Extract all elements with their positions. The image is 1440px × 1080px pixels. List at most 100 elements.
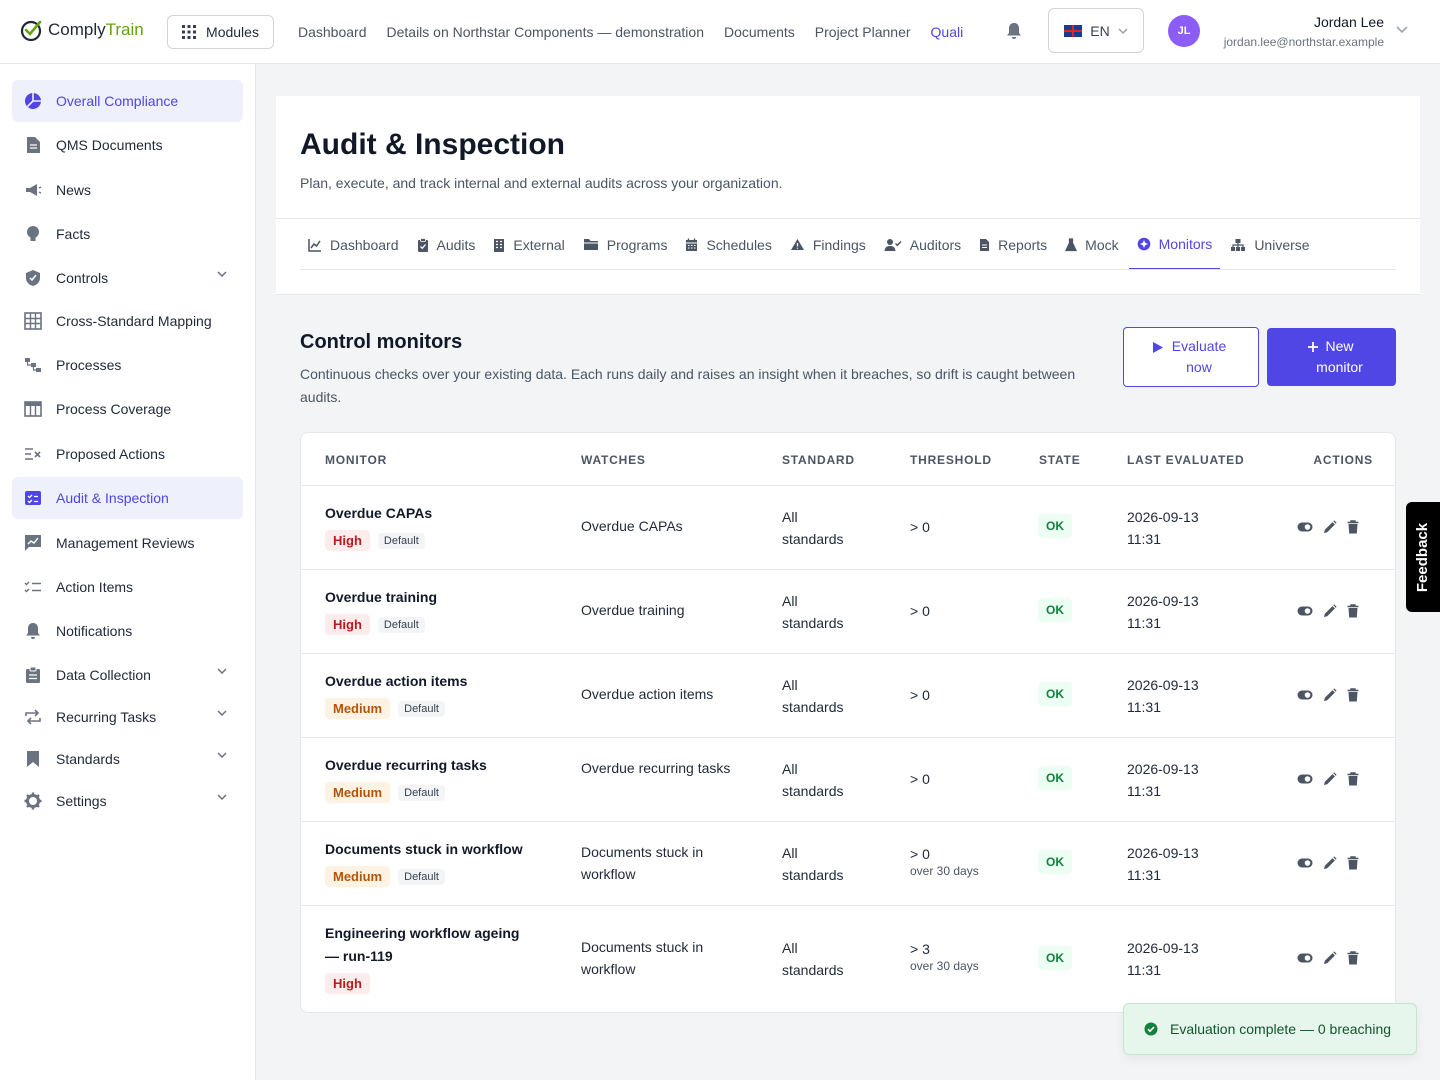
tab-monitors[interactable]: Monitors — [1128, 219, 1221, 270]
chevron-down-icon — [217, 668, 227, 674]
table-row[interactable]: Documents stuck in workflow Medium Defaul… — [301, 822, 1395, 906]
table-row[interactable]: Overdue recurring tasks Medium Default Ov… — [301, 738, 1395, 822]
sidebar-item-management-reviews[interactable]: Management Reviews — [12, 522, 243, 564]
sidebar-item-qms-documents[interactable]: QMS Documents — [12, 124, 243, 166]
toggle-icon[interactable] — [1297, 774, 1313, 784]
toggle-icon[interactable] — [1297, 606, 1313, 616]
monitor-name[interactable]: Overdue action items — [325, 673, 468, 689]
toggle-icon[interactable] — [1297, 953, 1313, 963]
sidebar-item-cross-standard-mapping[interactable]: Cross-Standard Mapping — [12, 300, 243, 342]
status-badge: OK — [1038, 946, 1072, 970]
topnav-documents[interactable]: Documents — [723, 24, 795, 40]
default-badge: Default — [398, 784, 445, 801]
brand-logo[interactable]: ComplyTrain — [20, 18, 144, 42]
sidebar-item-processes[interactable]: Processes — [12, 344, 243, 386]
sidebar-item-overall-compliance[interactable]: Overall Compliance — [12, 80, 243, 122]
sidebar-item-label: Settings — [56, 793, 107, 809]
trash-icon[interactable] — [1347, 604, 1359, 618]
topnav-details[interactable]: Details on Northstar Components — demons… — [386, 24, 704, 40]
edit-pencil-icon[interactable] — [1323, 772, 1337, 786]
last-evaluated-date: 2026-09-13 — [1127, 677, 1199, 693]
sidebar-item-data-collection[interactable]: Data Collection — [12, 654, 243, 696]
edit-pencil-icon[interactable] — [1323, 951, 1337, 965]
last-evaluated-time: 11:31 — [1127, 783, 1161, 799]
trash-icon[interactable] — [1347, 951, 1359, 965]
trash-icon[interactable] — [1347, 688, 1359, 702]
toggle-icon[interactable] — [1297, 690, 1313, 700]
tab-findings[interactable]: Findings — [782, 219, 874, 270]
check-circle-icon — [1144, 1022, 1158, 1036]
modules-button[interactable]: Modules — [167, 15, 274, 49]
flow-icon — [24, 356, 42, 374]
tab-dashboard[interactable]: Dashboard — [300, 219, 407, 270]
monitor-badge-icon — [1137, 237, 1150, 250]
brand-name-part1: Comply — [48, 20, 106, 39]
sidebar-item-news[interactable]: News — [12, 169, 243, 211]
tab-audits[interactable]: Audits — [409, 219, 484, 270]
sidebar-item-facts[interactable]: Facts — [12, 213, 243, 255]
table-row[interactable]: Overdue CAPAs High Default Overdue CAPAs … — [301, 486, 1395, 570]
tab-programs[interactable]: Programs — [575, 219, 676, 270]
sidebar-item-controls[interactable]: Controls — [12, 257, 243, 299]
default-badge: Default — [377, 616, 425, 633]
toggle-icon[interactable] — [1297, 522, 1313, 532]
language-selector[interactable]: EN — [1048, 8, 1144, 53]
evaluate-label-line2: now — [1186, 359, 1212, 375]
user-check-icon — [884, 238, 902, 251]
monitor-name[interactable]: Overdue CAPAs — [325, 505, 433, 521]
user-email: jordan.lee@northstar.example — [1223, 35, 1384, 49]
sidebar-item-standards[interactable]: Standards — [12, 738, 243, 780]
sidebar-item-label: Notifications — [56, 623, 133, 639]
edit-pencil-icon[interactable] — [1323, 688, 1337, 702]
chat-chart-icon — [24, 534, 42, 552]
monitor-name[interactable]: Documents stuck in workflow — [325, 841, 523, 857]
tab-schedules[interactable]: Schedules — [677, 219, 779, 270]
checklist-lines-icon — [24, 578, 42, 596]
threshold-cell: > 0 — [910, 846, 930, 862]
tab-reports[interactable]: Reports — [971, 219, 1055, 270]
monitor-name[interactable]: Overdue recurring tasks — [325, 757, 487, 773]
last-evaluated-date: 2026-09-13 — [1127, 845, 1199, 861]
sidebar-item-notifications[interactable]: Notifications — [12, 610, 243, 652]
topnav-project-planner[interactable]: Project Planner — [814, 24, 911, 40]
tab-auditors[interactable]: Auditors — [876, 219, 969, 270]
tab-external[interactable]: External — [485, 219, 572, 270]
evaluate-now-button[interactable]: Evaluate now — [1123, 327, 1259, 387]
bell-icon[interactable] — [1006, 22, 1022, 40]
page-header: Audit & Inspection Plan, execute, and tr… — [276, 96, 1420, 295]
edit-pencil-icon[interactable] — [1323, 604, 1337, 618]
feedback-tab[interactable]: Feedback — [1406, 502, 1440, 612]
status-badge: OK — [1038, 598, 1072, 622]
trash-icon[interactable] — [1347, 772, 1359, 786]
trash-icon[interactable] — [1347, 520, 1359, 534]
tab-label: External — [513, 236, 565, 253]
monitor-name[interactable]: Overdue training — [325, 589, 438, 605]
topnav-dashboard[interactable]: Dashboard — [298, 24, 367, 40]
new-monitor-button[interactable]: New monitor — [1267, 328, 1396, 386]
sidebar-item-audit-inspection[interactable]: Audit & Inspection — [12, 477, 243, 519]
edit-pencil-icon[interactable] — [1323, 520, 1337, 534]
table-row[interactable]: Overdue training High Default Overdue tra… — [301, 570, 1395, 654]
topnav-quali[interactable]: Quali — [930, 24, 964, 40]
column-header-last-evaluated: LAST EVALUATED — [1127, 453, 1245, 467]
avatar[interactable]: JL — [1168, 15, 1200, 47]
tab-universe[interactable]: Universe — [1222, 219, 1317, 270]
edit-pencil-icon[interactable] — [1323, 856, 1337, 870]
table-row[interactable]: Overdue action items Medium Default Overd… — [301, 654, 1395, 738]
sidebar-item-label: Cross-Standard Mapping — [56, 313, 212, 329]
sidebar-item-proposed-actions[interactable]: Proposed Actions — [12, 433, 243, 475]
trash-icon[interactable] — [1347, 856, 1359, 870]
new-label-line2: monitor — [1316, 359, 1363, 375]
sidebar-item-action-items[interactable]: Action Items — [12, 566, 243, 608]
sidebar-item-recurring-tasks[interactable]: Recurring Tasks — [12, 696, 243, 738]
toggle-icon[interactable] — [1297, 858, 1313, 868]
monitor-name[interactable]: Engineering workflow ageing — run-119 — [325, 925, 520, 964]
sidebar-item-settings[interactable]: Settings — [12, 780, 243, 822]
user-menu-chevron-icon[interactable] — [1396, 26, 1408, 34]
threshold-cell: > 3 — [910, 941, 930, 957]
watches-cell: Overdue recurring tasks — [581, 760, 731, 776]
table-row[interactable]: Engineering workflow ageing — run-119 Hi… — [301, 906, 1395, 1012]
sidebar-item-process-coverage[interactable]: Process Coverage — [12, 388, 243, 430]
bookmark-icon — [24, 750, 42, 768]
tab-mock[interactable]: Mock — [1057, 219, 1126, 270]
